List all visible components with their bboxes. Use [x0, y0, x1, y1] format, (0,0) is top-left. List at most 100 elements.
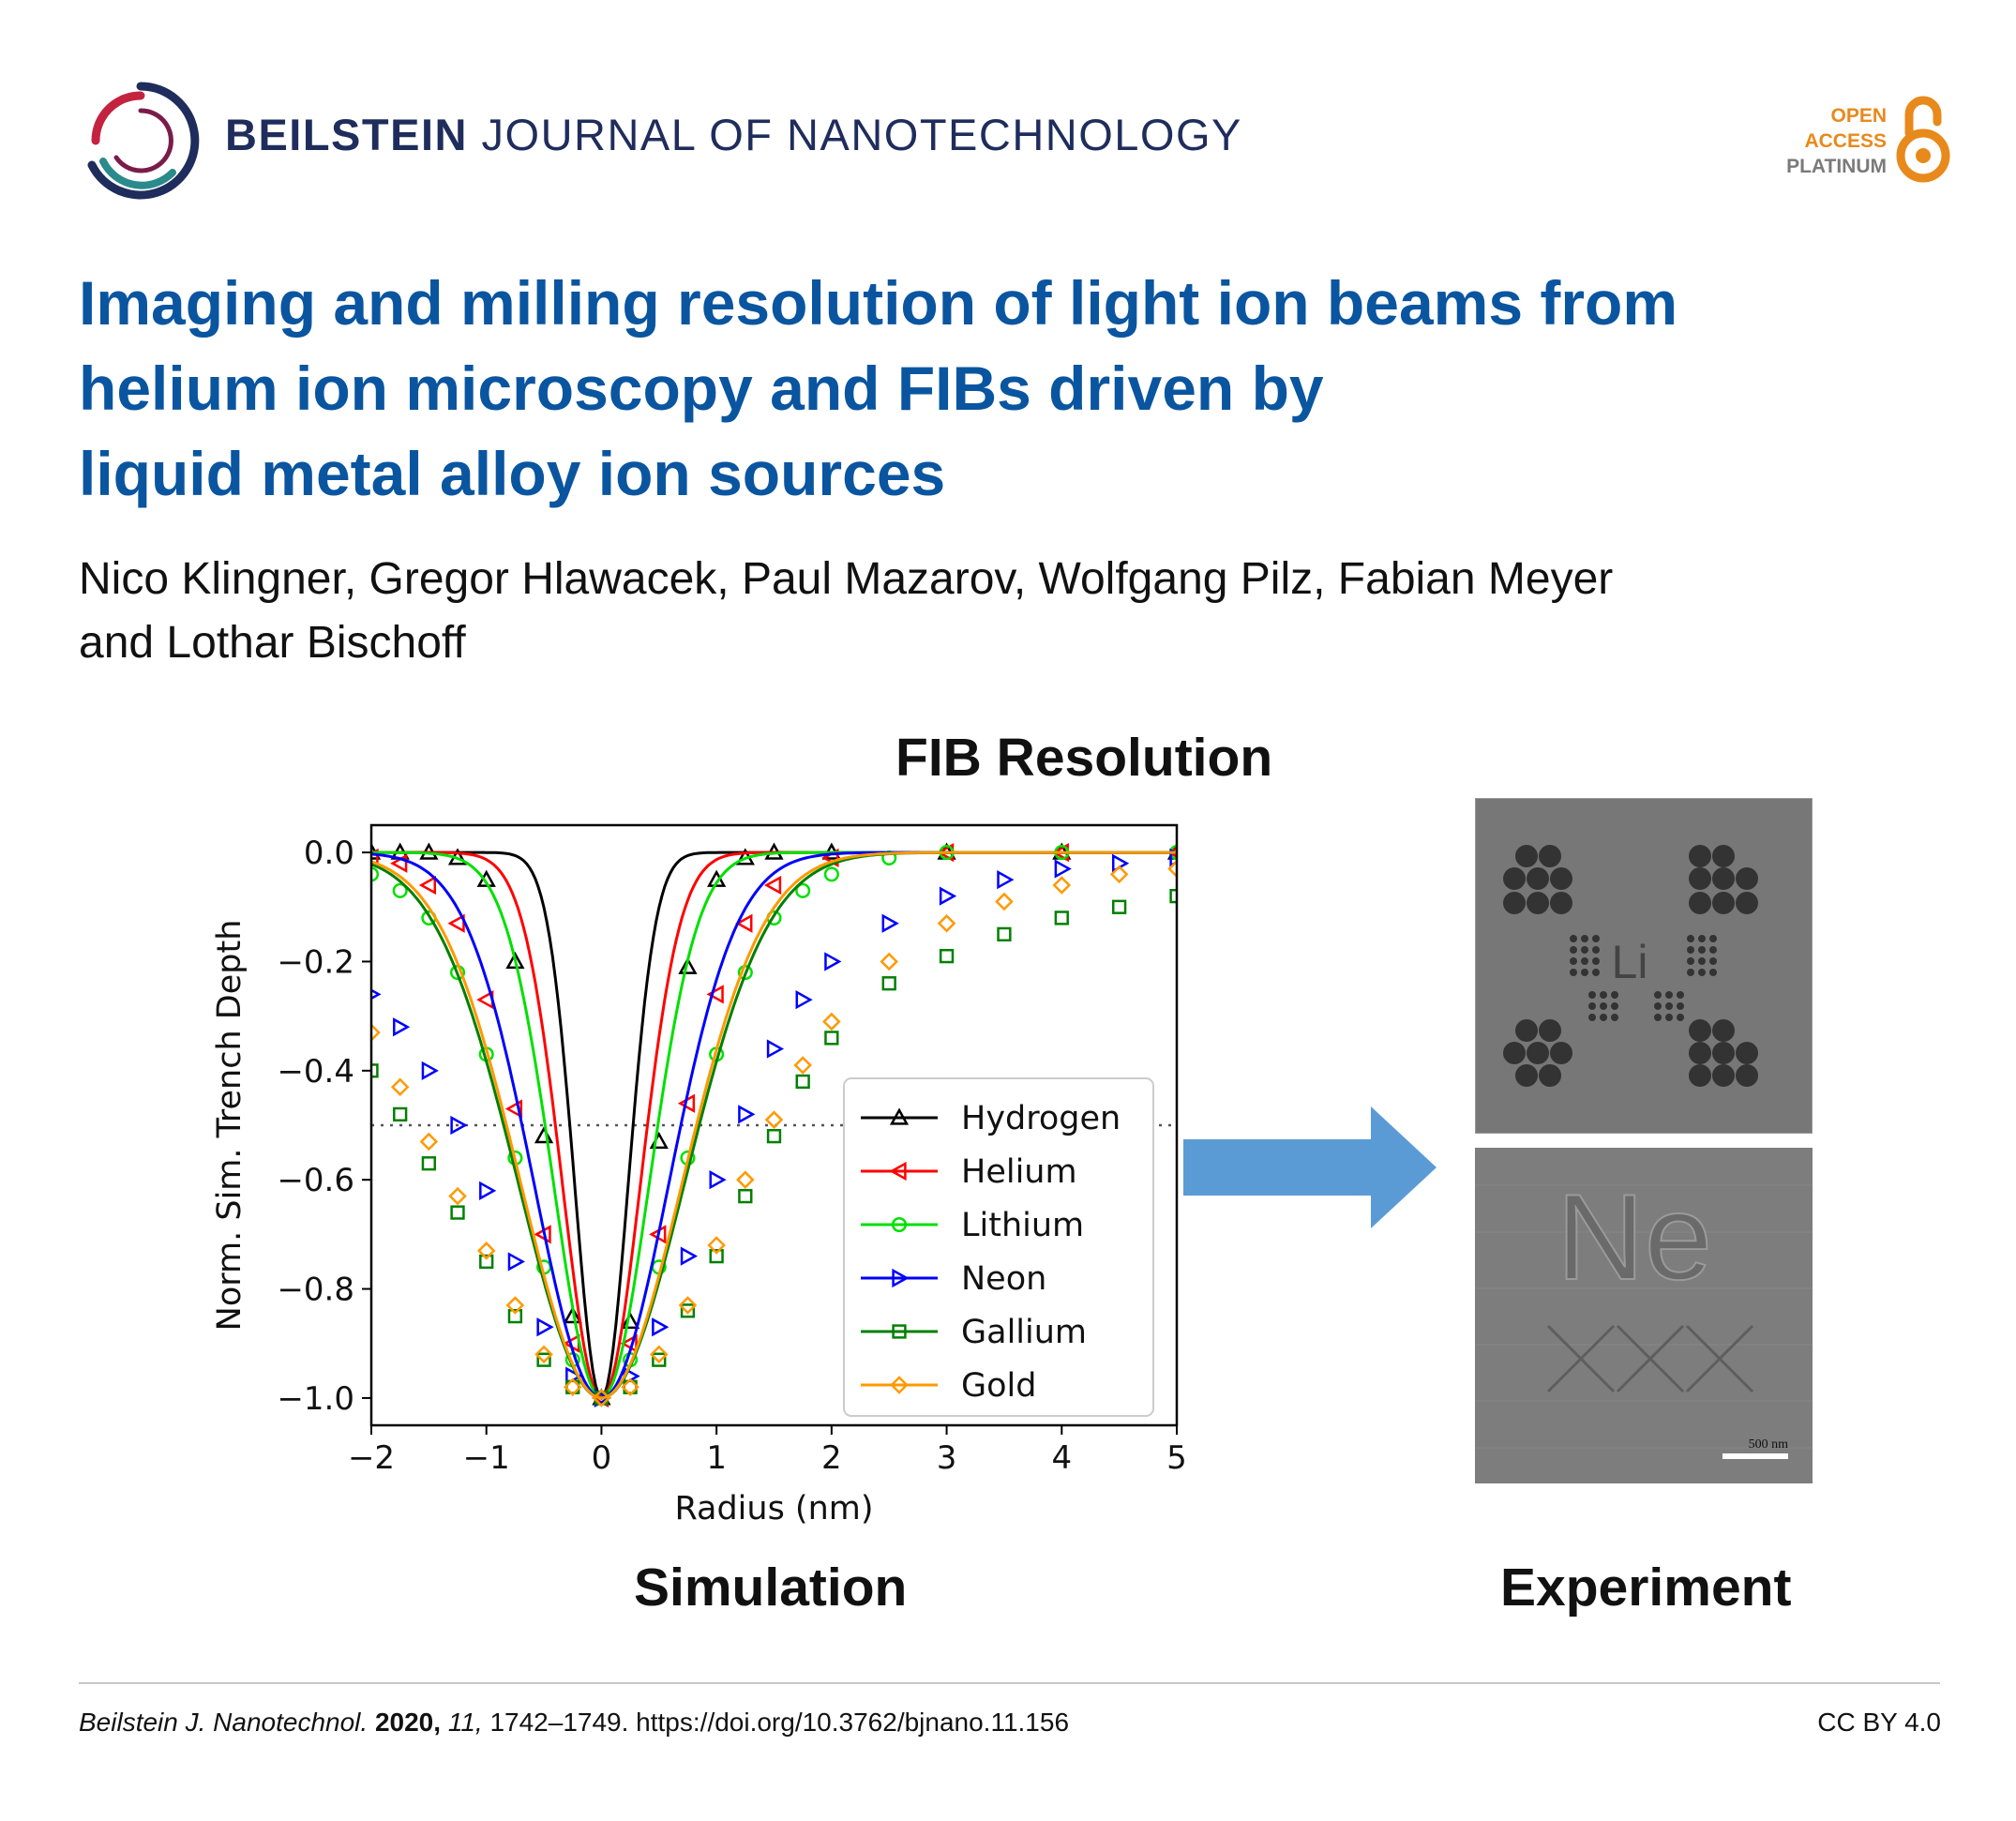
data-point [371, 848, 379, 868]
authors-line-2: and Lothar Bischoff [79, 618, 466, 668]
footer-divider [79, 1682, 1940, 1684]
data-point [736, 1170, 755, 1189]
milled-hole [1689, 867, 1711, 890]
open-access-lock-icon [1896, 96, 1950, 183]
title-line-2: helium ion microscopy and FIBs driven by [79, 354, 1324, 423]
milled-hole [1689, 1019, 1711, 1042]
data-point [1054, 859, 1072, 879]
milled-hole [1539, 845, 1561, 867]
milled-hole [1736, 1042, 1758, 1064]
data-point [507, 1252, 525, 1272]
author-list: Nico Klingner, Gregor Hlawacek, Paul Maz… [79, 548, 1907, 675]
data-point [766, 1128, 782, 1144]
data-point [889, 1161, 907, 1181]
beilstein-ring-logo-icon [87, 82, 200, 200]
milled-hole [1611, 1014, 1618, 1021]
legend-label-gold: Gold [961, 1367, 1036, 1405]
micrograph-ne-text: Ne [1557, 1168, 1712, 1305]
data-point [421, 1156, 437, 1171]
milled-hole [1689, 1042, 1711, 1064]
badge-access: ACCESS [1804, 130, 1887, 152]
legend-label-neon: Neon [961, 1260, 1046, 1298]
title-line-3: liquid metal alloy ion sources [79, 439, 946, 508]
data-point [939, 886, 957, 906]
milled-hole [1689, 1064, 1711, 1087]
license: CC BY 4.0 [1817, 1708, 1941, 1737]
milled-hole [1687, 969, 1694, 976]
milled-hole [1654, 991, 1662, 999]
milled-hole [1600, 1014, 1607, 1021]
x-tick-label: −1 [463, 1439, 510, 1477]
milled-hole [1592, 935, 1600, 942]
milled-hole [1581, 957, 1588, 965]
y-axis-label: Norm. Sim. Trench Depth [211, 920, 248, 1332]
milled-hole [1527, 892, 1549, 914]
data-point [371, 866, 380, 882]
data-point [880, 952, 898, 971]
milled-hole [1712, 1042, 1735, 1064]
data-point [1109, 865, 1129, 884]
authors-line-1: Nico Klingner, Gregor Hlawacek, Paul Maz… [79, 554, 1614, 604]
data-point [764, 1110, 784, 1129]
milled-hole [1570, 969, 1577, 976]
milled-hole [1503, 1042, 1526, 1064]
right-arrow-icon [1183, 1106, 1437, 1228]
milled-hole [1698, 957, 1706, 965]
data-point [534, 1126, 554, 1144]
data-point [824, 1031, 839, 1046]
milled-hole [1687, 935, 1694, 942]
y-tick-label: −0.2 [277, 943, 354, 981]
journal-name-rest: JOURNAL OF NANOTECHNOLOGY [467, 110, 1242, 159]
milled-hole [1677, 1014, 1684, 1021]
data-point [448, 1186, 467, 1206]
milled-hole [1581, 935, 1588, 942]
milled-hole [1588, 991, 1596, 999]
milled-hole [1689, 892, 1711, 914]
milled-hole [1527, 867, 1549, 890]
data-point [795, 882, 811, 898]
milled-hole [1600, 991, 1607, 999]
data-point [652, 1317, 669, 1337]
simulation-label: Simulation [634, 1558, 908, 1618]
data-point [795, 990, 813, 1010]
data-point [479, 1254, 494, 1270]
data-point [939, 948, 955, 964]
x-axis-label: Radius (nm) [674, 1490, 873, 1528]
data-point [795, 1074, 810, 1090]
milled-hole [1698, 935, 1706, 942]
scale-bar-label: 500 nm [1749, 1437, 1789, 1452]
milled-hole [1712, 1064, 1735, 1087]
lithium-milling-micrograph: Li [1475, 798, 1813, 1134]
data-point [706, 985, 724, 1004]
data-point [889, 1107, 910, 1125]
y-tick-label: −1.0 [277, 1380, 354, 1418]
milled-hole [1592, 957, 1600, 965]
milled-hole [1503, 867, 1526, 890]
x-tick-label: 4 [1051, 1439, 1072, 1477]
data-point [823, 866, 839, 882]
y-tick-label: 0.0 [304, 835, 354, 872]
data-point [997, 870, 1015, 890]
milled-hole [1588, 1014, 1596, 1021]
data-point [997, 926, 1012, 942]
milled-hole [1712, 845, 1735, 867]
data-point [650, 1345, 669, 1364]
legend-label-gallium: Gallium [961, 1314, 1087, 1351]
citation-pages-doi[interactable]: 1742–1749. https://doi.org/10.3762/bjnan… [489, 1708, 1070, 1737]
legend: Hydrogen Helium Lithium Neon Gallium Gold [843, 1077, 1154, 1417]
data-point [707, 1236, 726, 1255]
milled-hole [1570, 957, 1577, 965]
legend-label-helium: Helium [961, 1153, 1077, 1191]
milled-x-marks [1546, 1324, 1754, 1393]
milled-hole [1539, 1064, 1561, 1087]
data-point [892, 1324, 907, 1339]
data-point [793, 1056, 812, 1075]
data-point [678, 956, 698, 974]
data-point [822, 1012, 841, 1031]
milled-hole [1665, 1014, 1673, 1021]
data-point [536, 1317, 554, 1337]
milled-hole [1539, 1019, 1561, 1042]
data-point [476, 1242, 496, 1260]
data-point [1167, 859, 1177, 879]
data-point [1054, 910, 1069, 926]
